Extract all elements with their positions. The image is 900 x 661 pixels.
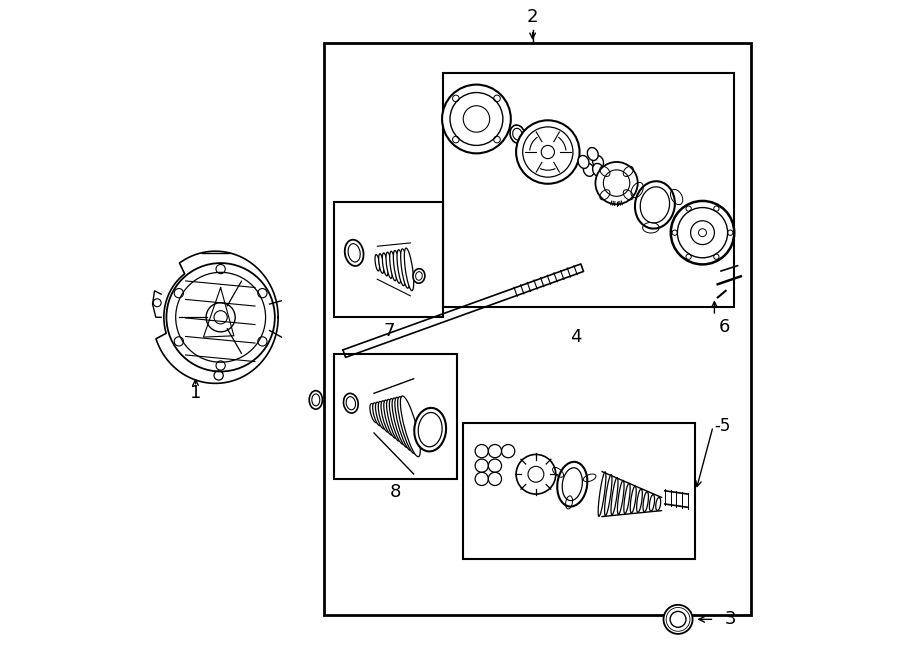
Text: 7: 7 xyxy=(383,321,394,340)
Polygon shape xyxy=(343,264,583,358)
Ellipse shape xyxy=(381,401,393,435)
Circle shape xyxy=(663,605,693,634)
Ellipse shape xyxy=(379,254,383,274)
Ellipse shape xyxy=(398,397,417,453)
Ellipse shape xyxy=(383,400,397,438)
Ellipse shape xyxy=(390,399,405,444)
Ellipse shape xyxy=(370,403,378,423)
Ellipse shape xyxy=(634,181,675,229)
Circle shape xyxy=(475,472,489,485)
Ellipse shape xyxy=(510,125,525,143)
Ellipse shape xyxy=(592,155,604,169)
Ellipse shape xyxy=(395,397,412,451)
Ellipse shape xyxy=(624,483,630,514)
Ellipse shape xyxy=(386,252,392,278)
Bar xyxy=(324,43,751,615)
Polygon shape xyxy=(156,251,278,383)
Ellipse shape xyxy=(656,498,661,510)
Ellipse shape xyxy=(400,396,420,457)
Ellipse shape xyxy=(605,475,612,516)
Bar xyxy=(464,423,695,559)
Bar xyxy=(444,73,734,307)
Ellipse shape xyxy=(636,489,643,512)
Ellipse shape xyxy=(373,403,382,426)
Ellipse shape xyxy=(393,251,400,284)
Ellipse shape xyxy=(392,398,409,447)
Bar xyxy=(334,202,444,317)
Ellipse shape xyxy=(404,248,414,291)
Ellipse shape xyxy=(630,486,636,513)
Circle shape xyxy=(516,120,580,184)
Ellipse shape xyxy=(375,402,386,429)
Ellipse shape xyxy=(611,477,618,515)
Circle shape xyxy=(516,455,556,494)
Ellipse shape xyxy=(643,492,648,512)
Ellipse shape xyxy=(598,472,606,516)
Ellipse shape xyxy=(397,250,405,286)
Text: 1: 1 xyxy=(190,384,202,403)
Ellipse shape xyxy=(345,240,364,266)
Text: -5: -5 xyxy=(715,417,731,436)
Ellipse shape xyxy=(650,494,654,511)
Text: 4: 4 xyxy=(570,328,581,346)
Ellipse shape xyxy=(344,393,358,413)
Ellipse shape xyxy=(390,251,397,281)
Circle shape xyxy=(489,444,501,458)
Ellipse shape xyxy=(310,391,322,409)
Circle shape xyxy=(442,85,511,153)
Circle shape xyxy=(596,162,638,204)
Ellipse shape xyxy=(583,163,594,176)
Ellipse shape xyxy=(592,163,604,176)
Circle shape xyxy=(670,201,734,264)
Ellipse shape xyxy=(378,401,390,432)
Circle shape xyxy=(489,472,501,485)
Text: 6: 6 xyxy=(718,318,730,336)
Ellipse shape xyxy=(413,269,425,283)
Circle shape xyxy=(501,444,515,458)
Ellipse shape xyxy=(400,249,410,288)
Text: 8: 8 xyxy=(390,483,401,502)
Circle shape xyxy=(475,444,489,458)
Circle shape xyxy=(166,263,274,371)
Ellipse shape xyxy=(578,155,589,169)
Ellipse shape xyxy=(387,399,401,442)
Ellipse shape xyxy=(382,253,388,276)
Circle shape xyxy=(475,459,489,472)
Ellipse shape xyxy=(375,254,380,271)
Ellipse shape xyxy=(414,408,446,451)
Ellipse shape xyxy=(617,481,624,514)
Text: 3: 3 xyxy=(724,610,736,629)
Ellipse shape xyxy=(588,147,598,161)
Ellipse shape xyxy=(557,462,588,506)
Bar xyxy=(334,354,456,479)
Circle shape xyxy=(489,459,501,472)
Text: 2: 2 xyxy=(526,7,538,26)
